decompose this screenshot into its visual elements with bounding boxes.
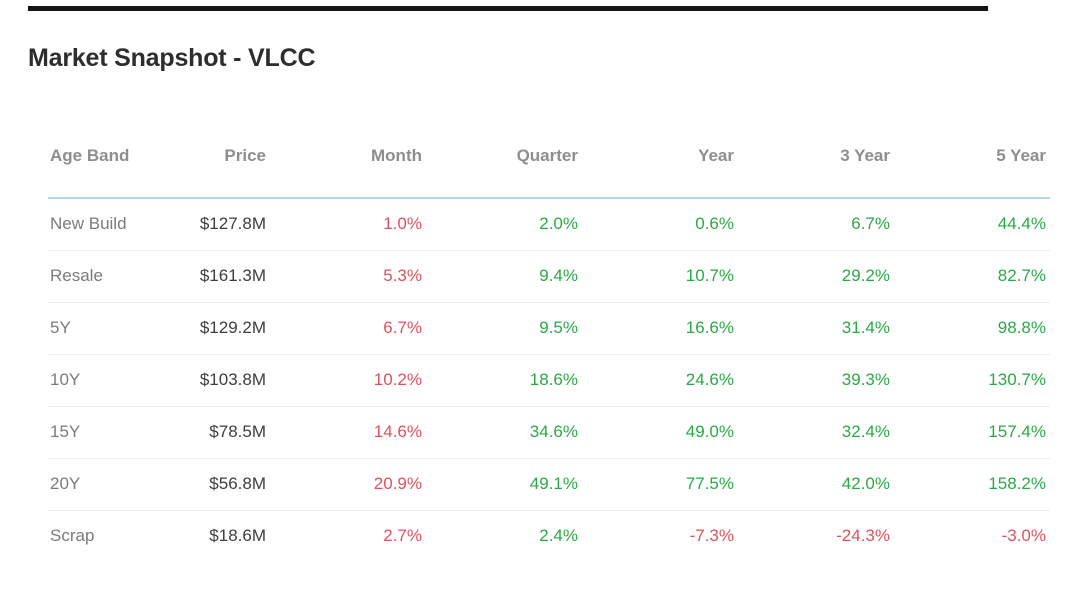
market-snapshot-table: Age Band Price Month Quarter Year 3 Year… — [48, 136, 1050, 562]
change-month-cell: 5.3% — [270, 249, 426, 302]
column-header-month: Month — [371, 146, 422, 165]
price-cell: $56.8M — [130, 457, 270, 510]
table-row: 5Y $129.2M 6.7% 9.5% 16.6% 31.4% 98.8% — [48, 301, 1050, 354]
change-quarter-cell: 18.6% — [426, 353, 582, 406]
change-quarter-cell: 2.4% — [426, 509, 582, 562]
top-bar — [28, 6, 988, 11]
change-5-year-cell: -3.0% — [894, 509, 1050, 562]
header-row: Age Band Price Month Quarter Year 3 Year… — [48, 136, 1050, 198]
price-cell: $129.2M — [130, 301, 270, 354]
age-band-cell: 20Y — [48, 457, 130, 510]
change-month-cell: 6.7% — [270, 301, 426, 354]
change-year-cell: -7.3% — [582, 509, 738, 562]
age-band-cell: 5Y — [48, 301, 130, 354]
change-month-cell: 1.0% — [270, 197, 426, 250]
change-5-year-cell: 98.8% — [894, 301, 1050, 354]
change-year-cell: 0.6% — [582, 197, 738, 250]
column-header-5-year: 5 Year — [996, 146, 1046, 165]
price-cell: $127.8M — [130, 197, 270, 250]
column-header-3-year: 3 Year — [840, 146, 890, 165]
change-5-year-cell: 157.4% — [894, 405, 1050, 458]
table-row: 20Y $56.8M 20.9% 49.1% 77.5% 42.0% 158.2% — [48, 457, 1050, 510]
table-row: 10Y $103.8M 10.2% 18.6% 24.6% 39.3% 130.7% — [48, 353, 1050, 406]
price-cell: $161.3M — [130, 249, 270, 302]
column-header-price: Price — [224, 146, 266, 165]
column-header-quarter: Quarter — [516, 146, 578, 165]
change-3-year-cell: 31.4% — [738, 301, 894, 354]
change-quarter-cell: 2.0% — [426, 197, 582, 250]
age-band-cell: New Build — [48, 197, 130, 250]
age-band-cell: Resale — [48, 249, 130, 302]
change-5-year-cell: 130.7% — [894, 353, 1050, 406]
change-year-cell: 77.5% — [582, 457, 738, 510]
change-quarter-cell: 49.1% — [426, 457, 582, 510]
table-row: 15Y $78.5M 14.6% 34.6% 49.0% 32.4% 157.4% — [48, 405, 1050, 458]
table-row: Resale $161.3M 5.3% 9.4% 10.7% 29.2% 82.7% — [48, 249, 1050, 302]
change-year-cell: 49.0% — [582, 405, 738, 458]
table-row: Scrap $18.6M 2.7% 2.4% -7.3% -24.3% -3.0% — [48, 509, 1050, 562]
change-5-year-cell: 82.7% — [894, 249, 1050, 302]
change-3-year-cell: 39.3% — [738, 353, 894, 406]
change-month-cell: 10.2% — [270, 353, 426, 406]
change-3-year-cell: 6.7% — [738, 197, 894, 250]
change-year-cell: 16.6% — [582, 301, 738, 354]
change-5-year-cell: 158.2% — [894, 457, 1050, 510]
change-3-year-cell: 42.0% — [738, 457, 894, 510]
age-band-cell: Scrap — [48, 509, 130, 562]
page-title: Market Snapshot - VLCC — [28, 44, 316, 72]
change-3-year-cell: 29.2% — [738, 249, 894, 302]
price-cell: $78.5M — [130, 405, 270, 458]
age-band-cell: 10Y — [48, 353, 130, 406]
column-header-year: Year — [698, 146, 734, 165]
market-snapshot-panel: Age Band Price Month Quarter Year 3 Year… — [48, 136, 1050, 562]
table-row: New Build $127.8M 1.0% 2.0% 0.6% 6.7% 44.4% — [48, 197, 1050, 250]
change-quarter-cell: 9.5% — [426, 301, 582, 354]
change-quarter-cell: 34.6% — [426, 405, 582, 458]
column-header-age-band: Age Band — [50, 146, 130, 165]
change-month-cell: 20.9% — [270, 457, 426, 510]
change-month-cell: 2.7% — [270, 509, 426, 562]
change-year-cell: 24.6% — [582, 353, 738, 406]
change-year-cell: 10.7% — [582, 249, 738, 302]
change-quarter-cell: 9.4% — [426, 249, 582, 302]
change-5-year-cell: 44.4% — [894, 197, 1050, 250]
change-3-year-cell: 32.4% — [738, 405, 894, 458]
price-cell: $103.8M — [130, 353, 270, 406]
change-3-year-cell: -24.3% — [738, 509, 894, 562]
age-band-cell: 15Y — [48, 405, 130, 458]
change-month-cell: 14.6% — [270, 405, 426, 458]
price-cell: $18.6M — [130, 509, 270, 562]
